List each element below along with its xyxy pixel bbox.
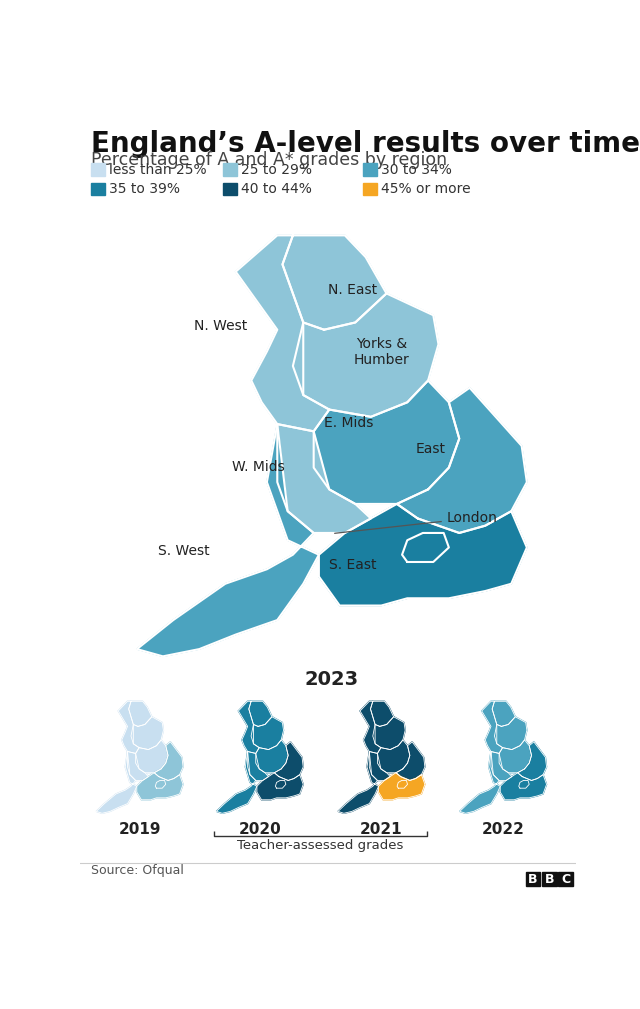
Polygon shape xyxy=(500,773,547,800)
Polygon shape xyxy=(137,424,319,656)
Polygon shape xyxy=(293,294,438,417)
Polygon shape xyxy=(360,701,381,754)
Text: S. West: S. West xyxy=(158,544,210,558)
Polygon shape xyxy=(499,740,531,773)
Text: 25 to 29%: 25 to 29% xyxy=(241,162,312,177)
Polygon shape xyxy=(379,773,425,800)
Text: Percentage of A and A* grades by region: Percentage of A and A* grades by region xyxy=(91,151,447,170)
Polygon shape xyxy=(236,235,329,431)
Polygon shape xyxy=(275,781,286,788)
Polygon shape xyxy=(378,740,410,773)
Text: less than 25%: less than 25% xyxy=(109,162,206,177)
Bar xyxy=(91,163,105,176)
Polygon shape xyxy=(127,752,148,781)
Text: B: B xyxy=(528,873,538,886)
Text: C: C xyxy=(561,873,570,886)
Polygon shape xyxy=(518,742,547,781)
Polygon shape xyxy=(397,781,408,788)
Bar xyxy=(558,872,573,887)
Polygon shape xyxy=(319,503,527,605)
Text: Yorks &
Humber: Yorks & Humber xyxy=(353,337,409,367)
Polygon shape xyxy=(216,752,257,813)
Polygon shape xyxy=(256,740,288,773)
Polygon shape xyxy=(372,716,405,750)
Polygon shape xyxy=(238,701,259,754)
Text: England’s A-level results over time: England’s A-level results over time xyxy=(91,130,640,158)
Polygon shape xyxy=(492,701,515,726)
Bar xyxy=(363,183,377,195)
Text: 2021: 2021 xyxy=(360,821,403,836)
Text: W. Mids: W. Mids xyxy=(232,460,284,474)
Polygon shape xyxy=(156,781,166,788)
Text: 35 to 39%: 35 to 39% xyxy=(109,182,180,196)
Bar xyxy=(525,872,540,887)
Polygon shape xyxy=(314,380,460,503)
Polygon shape xyxy=(249,701,272,726)
Text: East: East xyxy=(415,443,445,456)
Text: 2019: 2019 xyxy=(118,821,161,836)
Polygon shape xyxy=(154,742,183,781)
Text: 2023: 2023 xyxy=(305,670,359,688)
Text: B: B xyxy=(545,873,554,886)
Text: Teacher-assessed grades: Teacher-assessed grades xyxy=(237,838,404,852)
Polygon shape xyxy=(248,752,269,781)
Polygon shape xyxy=(282,235,387,330)
Text: N. West: N. West xyxy=(195,319,248,333)
Text: Source: Ofqual: Source: Ofqual xyxy=(91,864,184,877)
Bar xyxy=(223,163,237,176)
Bar xyxy=(223,183,237,195)
Polygon shape xyxy=(460,752,500,813)
Polygon shape xyxy=(482,701,502,754)
Bar xyxy=(363,163,377,176)
Polygon shape xyxy=(136,740,168,773)
Polygon shape xyxy=(251,716,284,750)
Polygon shape xyxy=(277,424,371,533)
Text: E. Mids: E. Mids xyxy=(324,416,373,430)
Polygon shape xyxy=(129,701,152,726)
Text: 30 to 34%: 30 to 34% xyxy=(381,162,452,177)
Text: 2020: 2020 xyxy=(239,821,281,836)
Polygon shape xyxy=(371,701,394,726)
Polygon shape xyxy=(275,742,303,781)
Polygon shape xyxy=(96,752,137,813)
Polygon shape xyxy=(396,742,425,781)
Polygon shape xyxy=(338,752,379,813)
Polygon shape xyxy=(118,701,139,754)
Bar xyxy=(91,183,105,195)
Polygon shape xyxy=(495,716,527,750)
Polygon shape xyxy=(131,716,163,750)
Text: 45% or more: 45% or more xyxy=(381,182,470,196)
Polygon shape xyxy=(369,752,390,781)
Bar xyxy=(542,872,557,887)
Text: London: London xyxy=(335,512,498,534)
Polygon shape xyxy=(402,533,449,562)
Polygon shape xyxy=(491,752,512,781)
Polygon shape xyxy=(397,387,527,533)
Text: N. East: N. East xyxy=(328,284,377,297)
Text: S. East: S. East xyxy=(329,558,376,572)
Polygon shape xyxy=(257,773,303,800)
Text: 40 to 44%: 40 to 44% xyxy=(241,182,312,196)
Text: 2022: 2022 xyxy=(482,821,525,836)
Polygon shape xyxy=(137,773,183,800)
Polygon shape xyxy=(519,781,529,788)
